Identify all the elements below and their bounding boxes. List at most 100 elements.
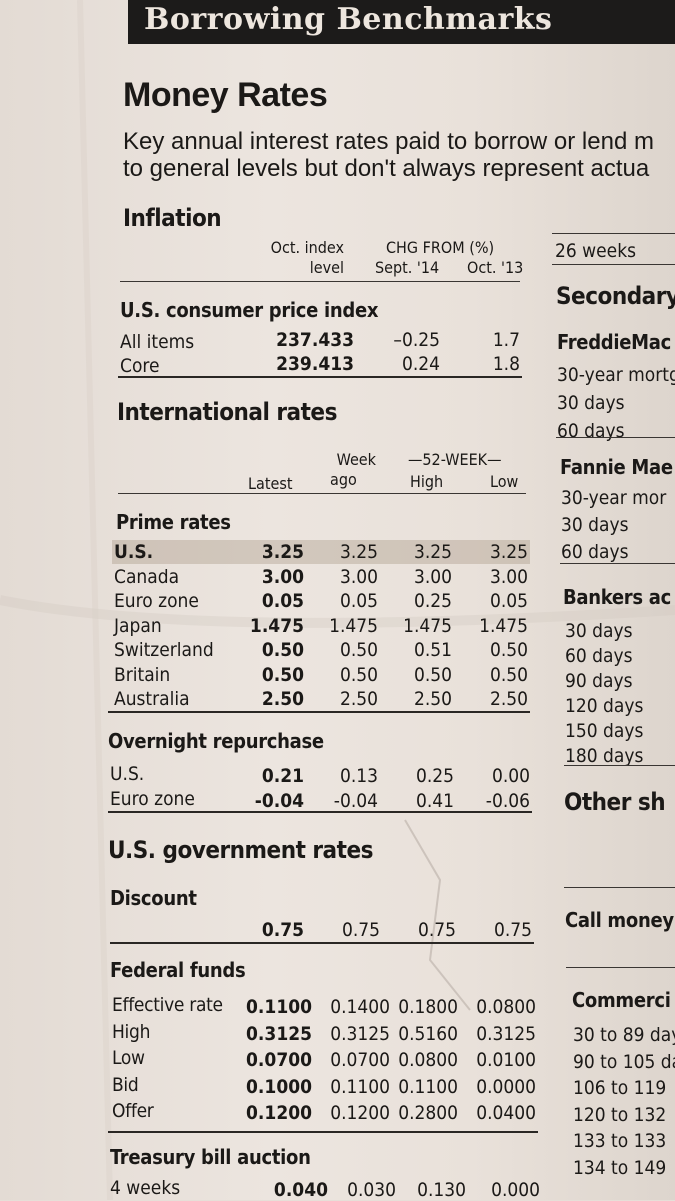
inflation-heading: Inflation: [123, 204, 222, 232]
divider: [108, 811, 532, 813]
overnight-low: -0.06: [485, 790, 530, 812]
divider: [560, 563, 675, 564]
fannie-subhead: Fannie Mae: [560, 455, 673, 479]
prime-high: 1.475: [403, 614, 452, 637]
us-row-highlight: [112, 540, 530, 564]
col-label: level: [309, 258, 344, 277]
prime-week: 0.50: [339, 639, 378, 661]
divider: [108, 711, 530, 713]
right-col-item: 30 days: [557, 392, 625, 414]
weeks26-label: 26 weeks: [555, 240, 637, 262]
fedfunds-week: 0.1100: [330, 1075, 390, 1098]
cpi-level: 237.433: [276, 329, 354, 351]
tbill-low: 0.000: [491, 1179, 540, 1201]
cpi-subhead: U.S. consumer price index: [120, 298, 379, 322]
overnight-latest: -0.04: [254, 790, 304, 812]
right-col-item: 180 days: [565, 745, 644, 767]
discount-latest: 0.75: [261, 919, 304, 941]
col-label: Oct. index: [270, 238, 344, 257]
discount-week: 0.75: [341, 919, 380, 941]
divider: [564, 765, 675, 766]
cpi-row-label: Core: [120, 355, 160, 377]
fedfunds-high: 0.5160: [398, 1022, 458, 1045]
prime-week: 2.50: [339, 688, 378, 710]
bankers-subhead: Bankers ac: [563, 585, 671, 609]
prime-high: 0.51: [413, 639, 452, 661]
right-col-item: 30 days: [561, 514, 629, 536]
prime-low: 1.475: [479, 614, 528, 637]
prime-low: 2.50: [489, 688, 528, 710]
fedfunds-low: 0.0000: [476, 1075, 536, 1098]
prime-high: 0.50: [413, 663, 452, 686]
divider: [118, 493, 526, 494]
col-latest: Latest: [248, 474, 293, 493]
prime-latest: 0.50: [261, 639, 304, 661]
fedfunds-latest: 0.3125: [246, 1022, 312, 1045]
section-banner: Borrowing Benchmarks: [128, 0, 675, 44]
international-heading: International rates: [117, 398, 337, 426]
right-col-item: 60 days: [565, 645, 633, 667]
right-col-item: 60 days: [557, 420, 625, 442]
call-money-subhead: Call money: [565, 908, 674, 932]
right-col-item: 30 days: [565, 620, 633, 642]
prime-high: 3.25: [413, 541, 452, 563]
prime-high: 3.00: [413, 565, 452, 588]
fedfunds-latest: 0.1000: [246, 1075, 312, 1098]
prime-low: 3.00: [489, 565, 528, 588]
banner-title: Borrowing Benchmarks: [144, 2, 553, 37]
prime-row-label: Australia: [114, 688, 190, 710]
fedfunds-row-label: High: [112, 1020, 151, 1043]
tbill-high: 0.130: [417, 1179, 466, 1201]
fedfunds-subhead: Federal funds: [110, 958, 246, 982]
overnight-row-label: Euro zone: [110, 788, 195, 810]
fedfunds-low: 0.3125: [476, 1022, 536, 1045]
overnight-high: 0.41: [415, 790, 454, 812]
fedfunds-high: 0.1800: [398, 996, 458, 1018]
tbill-row-label: 4 weeks: [110, 1177, 181, 1199]
cpi-sept: 0.24: [401, 353, 440, 375]
overnight-row-label: U.S.: [110, 763, 145, 785]
prime-high: 0.25: [413, 590, 452, 612]
prime-latest: 0.05: [261, 590, 304, 612]
prime-row-label: U.S.: [114, 541, 154, 563]
right-col-item: 90 days: [565, 670, 633, 692]
fedfunds-high: 0.0800: [398, 1049, 458, 1071]
right-col-item: 60 days: [561, 541, 629, 563]
prime-low: 0.50: [489, 663, 528, 686]
prime-week: 0.05: [339, 590, 378, 612]
divider: [552, 264, 675, 265]
overnight-low: 0.00: [491, 765, 530, 787]
fedfunds-week: 0.0700: [330, 1049, 390, 1071]
divider: [566, 967, 675, 968]
prime-week: 3.25: [339, 541, 378, 563]
prime-latest: 3.00: [261, 565, 304, 588]
fedfunds-row-label: Low: [112, 1047, 145, 1069]
discount-low: 0.75: [493, 919, 532, 941]
right-col-item: 30 to 89 day: [573, 1024, 675, 1046]
right-col-item: 133 to 133: [573, 1130, 667, 1152]
fedfunds-row-label: Effective rate: [112, 994, 223, 1016]
prime-low: 3.25: [489, 541, 528, 563]
discount-high: 0.75: [417, 919, 456, 941]
fedfunds-latest: 0.0700: [246, 1049, 312, 1071]
col-sept: Sept. '14: [375, 258, 440, 277]
overnight-latest: 0.21: [261, 765, 304, 787]
divider: [110, 942, 534, 944]
right-col-item: 106 to 119: [573, 1077, 667, 1099]
prime-latest: 3.25: [261, 541, 304, 563]
prime-week: 3.00: [339, 565, 378, 588]
cpi-oct: 1.7: [492, 329, 520, 351]
overnight-high: 0.25: [415, 765, 454, 787]
fedfunds-week: 0.1400: [330, 996, 390, 1018]
overnight-subhead: Overnight repurchase: [108, 729, 324, 753]
col-oct: Oct. '13: [467, 258, 524, 277]
prime-row-label: Japan: [114, 614, 162, 637]
freddie-subhead: FreddieMac: [557, 330, 671, 354]
commercial-subhead: Commerci: [572, 988, 671, 1012]
col-label: ago: [330, 470, 357, 489]
intro-line-1: Key annual interest rates paid to borrow…: [123, 128, 654, 155]
secondary-heading: Secondary: [556, 282, 675, 310]
prime-latest: 0.50: [261, 663, 304, 686]
right-col-item: 120 days: [565, 695, 644, 717]
